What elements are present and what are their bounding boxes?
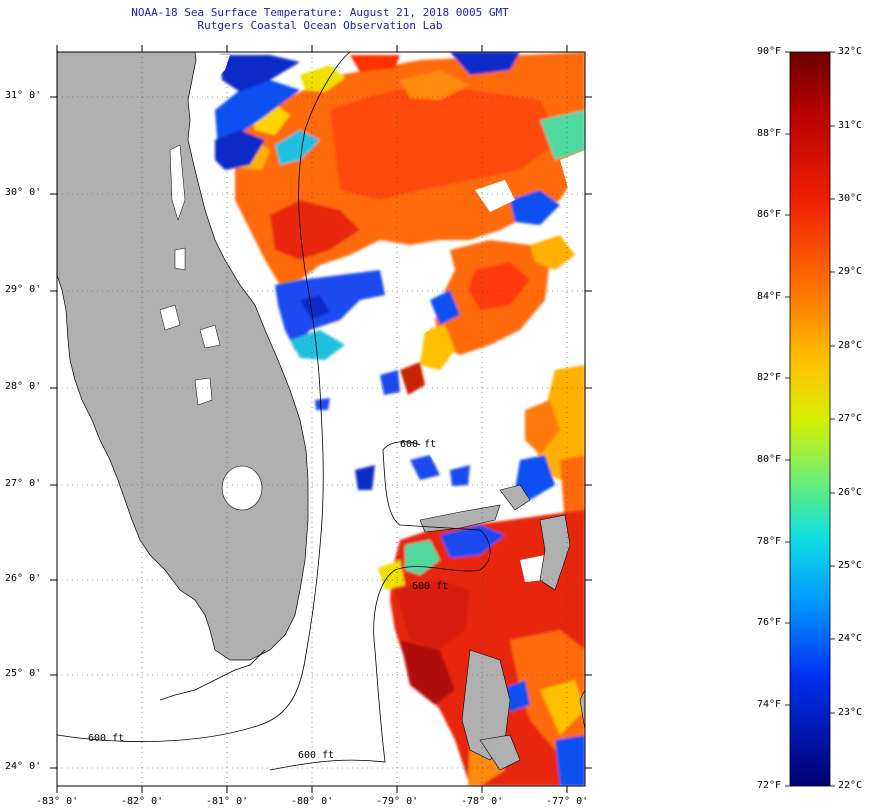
- graticule: [57, 52, 585, 786]
- lon-label-81: -81° 0': [206, 796, 249, 807]
- colorbar-f-label: 76°F: [757, 617, 782, 628]
- depth-contour-600ft: [57, 52, 491, 771]
- florida-keys: [159, 649, 266, 701]
- colorbar-c-label: 23°C: [838, 707, 863, 718]
- colorbar-c-label: 29°C: [838, 266, 863, 277]
- sst-field-band: [275, 270, 385, 410]
- map-frame: [56, 51, 586, 787]
- colorbar-f-label: 72°F: [757, 780, 782, 791]
- lon-label-78: -78° 0': [461, 796, 504, 807]
- colorbar-c-label: 27°C: [838, 413, 863, 424]
- colorbar-f-label: 80°F: [757, 454, 782, 465]
- lat-label-31: 31° 0': [5, 90, 42, 101]
- contour-label: 600 ft: [400, 439, 437, 450]
- lat-label-27: 27° 0': [5, 478, 42, 489]
- colorbar-c-label: 26°C: [838, 487, 863, 498]
- lat-label-28: 28° 0': [5, 381, 42, 392]
- map-subtitle: Rutgers Coastal Ocean Observation Lab: [197, 19, 443, 32]
- contour-label: 600 ft: [298, 750, 335, 761]
- lat-label-25: 25° 0': [5, 668, 42, 679]
- colorbar-f-label: 86°F: [757, 209, 782, 220]
- colorbar-f-label: 84°F: [757, 291, 782, 302]
- lon-label-83: -83° 0': [36, 796, 79, 807]
- lat-label-29: 29° 0': [5, 284, 42, 295]
- colorbar-f-label: 90°F: [757, 46, 782, 57]
- axis-ticks: [50, 45, 592, 793]
- lake-okeechobee: [221, 465, 263, 511]
- inland-lakes: [159, 247, 221, 406]
- map-title: NOAA-18 Sea Surface Temperature: August …: [131, 6, 509, 19]
- lon-label-77: -77° 0': [546, 796, 589, 807]
- lon-label-80: -80° 0': [291, 796, 334, 807]
- lat-label-24: 24° 0': [5, 761, 42, 772]
- contour-label: 600 ft: [88, 733, 125, 744]
- sst-field-central: [380, 235, 575, 395]
- sst-field-east: [355, 365, 585, 525]
- lat-label-30: 30° 0': [5, 187, 42, 198]
- colorbar-f-label: 82°F: [757, 372, 782, 383]
- colorbar-c-label: 31°C: [838, 120, 863, 131]
- colorbar-c-label: 30°C: [838, 193, 863, 204]
- colorbar-c-label: 32°C: [838, 46, 863, 57]
- lon-label-79: -79° 0': [376, 796, 419, 807]
- lat-label-26: 26° 0': [5, 573, 42, 584]
- colorbar-c-label: 24°C: [838, 633, 863, 644]
- colorbar-f-label: 78°F: [757, 536, 782, 547]
- colorbar-c-label: 28°C: [838, 340, 863, 351]
- colorbar-f-label: 88°F: [757, 128, 782, 139]
- colorbar: [789, 51, 831, 787]
- lon-label-82: -82° 0': [121, 796, 164, 807]
- colorbar-f-label: 74°F: [757, 699, 782, 710]
- colorbar-c-label: 22°C: [838, 780, 863, 791]
- contour-label: 600 ft: [412, 581, 449, 592]
- bahamas-land: [419, 484, 585, 771]
- colorbar-ticks: [785, 51, 835, 787]
- cloud-mask: [215, 55, 585, 582]
- colorbar-c-label: 25°C: [838, 560, 863, 571]
